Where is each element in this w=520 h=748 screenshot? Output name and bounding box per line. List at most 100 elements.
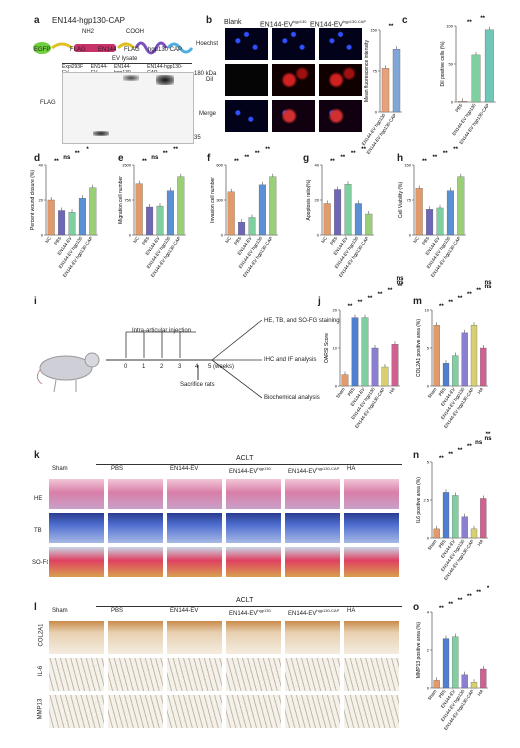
bar-d <box>58 210 66 236</box>
histology-tile <box>166 512 223 544</box>
category-label-j: HA <box>388 387 396 395</box>
panel-label-m: m <box>413 296 422 307</box>
tick-label-g: 0 <box>317 233 320 238</box>
histology-tile <box>107 478 164 510</box>
significance-m: ** <box>448 300 453 306</box>
seg-en144: EN144 <box>98 47 117 53</box>
k-col-header: EN144-EV <box>170 466 199 472</box>
significance-n: ** <box>439 456 444 462</box>
rat-illustration <box>36 352 100 393</box>
bar-b_bar <box>392 48 401 113</box>
bar-g <box>344 184 352 236</box>
bar-j <box>371 347 379 387</box>
k-col-header: HA <box>347 466 356 472</box>
category-label-g: PBS <box>329 236 338 246</box>
significance-m: ** <box>458 296 463 302</box>
tick-label-b_bar: 75 <box>373 69 378 74</box>
blot-band-hgp130-cap <box>156 75 174 85</box>
significance-d: ** <box>54 159 59 165</box>
l-col-header: EN144-EVhgp130-CAP <box>288 608 340 617</box>
bar-f <box>248 217 256 236</box>
significance-e: ** <box>173 147 178 153</box>
bar-n <box>452 495 459 539</box>
bar-n <box>461 516 468 539</box>
histology-grid <box>48 478 402 580</box>
ihc-tile <box>343 620 400 655</box>
y-axis-label-h: Cell Viability (%) <box>398 182 404 219</box>
fluor-tile <box>224 27 269 61</box>
tick-label-d: 40 <box>39 163 44 168</box>
bar-d <box>68 212 76 236</box>
category-label-j: Sham <box>335 387 346 400</box>
hgp130-shape <box>134 41 168 55</box>
significance-j: ** <box>368 296 373 302</box>
significance-d: ns <box>63 155 71 161</box>
outcome-1: HE, TB, and SO-FG staining <box>264 318 340 324</box>
significance-o: ** <box>439 606 444 612</box>
bar-o <box>461 674 468 689</box>
tick-label-h: 150 <box>404 163 411 168</box>
bar-j <box>351 317 359 387</box>
significance-n: ns <box>484 436 492 442</box>
significance-o: ** <box>458 598 463 604</box>
bar-g <box>323 203 331 236</box>
bar-e <box>135 183 143 236</box>
histology-tile <box>284 478 341 510</box>
significance-n: ns <box>475 440 483 446</box>
tick-label-e: 1500 <box>122 163 132 168</box>
seg-flag-2: FLAG <box>124 47 140 53</box>
ihc-tile <box>107 657 164 692</box>
week-2: 2 <box>160 364 164 370</box>
outcome-arrows <box>211 319 263 399</box>
panel-label-f: f <box>207 153 211 164</box>
histology-tile <box>48 478 105 510</box>
significance-f: ** <box>265 147 270 153</box>
fluor-tile <box>224 63 269 97</box>
blot-flag-label: FLAG <box>40 100 56 106</box>
significance-e: ** <box>142 159 147 165</box>
b-col-blank: Blank <box>224 19 242 26</box>
category-label-d: PBS <box>53 236 62 246</box>
tick-label-o: 2 <box>427 648 430 653</box>
bar-n <box>480 498 487 539</box>
bar-n <box>442 492 450 539</box>
histology-tile <box>225 546 282 578</box>
bar-c <box>458 101 468 103</box>
outcome-3: Biochemical analysis <box>264 395 320 401</box>
flag-linker-2 <box>116 42 136 50</box>
significance-m: ns <box>484 280 492 286</box>
tick-label-j: 0 <box>335 384 338 389</box>
significance-j: ** <box>348 304 353 310</box>
tick-label-m: 5 <box>427 346 430 351</box>
bar-o <box>452 636 459 689</box>
b-col-ev-hgp130: EN144-EVhgp130 <box>260 19 307 29</box>
tick-label-e: 750 <box>124 198 131 203</box>
bar-n <box>470 528 478 539</box>
tick-label-f: 600 <box>216 163 223 168</box>
bar-m <box>452 355 459 387</box>
l-col-header: EN144-EV <box>170 608 199 614</box>
category-label-n: PBS <box>438 539 447 549</box>
significance-o: ** <box>448 602 453 608</box>
bar-e <box>177 176 185 236</box>
panel-label-k: k <box>34 450 40 461</box>
k-aclt-line <box>96 464 402 465</box>
bar-f <box>258 184 266 236</box>
bar-m <box>480 347 487 387</box>
bar-c <box>484 29 494 103</box>
tick-label-e: 0 <box>129 233 132 238</box>
bar-h <box>436 207 444 236</box>
category-label-f: NC <box>224 235 232 244</box>
category-label-m: Sham <box>427 387 438 400</box>
ev-lysate-label: EV lysate <box>112 56 138 62</box>
seg-flag-1: FLAG <box>70 47 86 53</box>
tick-label-n: 5 <box>427 460 430 465</box>
bar-d <box>78 198 86 236</box>
significance-o: ** <box>476 590 481 596</box>
k-row-he: HE <box>34 496 43 502</box>
western-blot <box>62 72 194 144</box>
l-col-header: Sham <box>52 608 68 614</box>
l-col-header: PBS <box>111 608 124 614</box>
bar-o <box>480 668 487 689</box>
fluor-tile <box>271 63 316 97</box>
